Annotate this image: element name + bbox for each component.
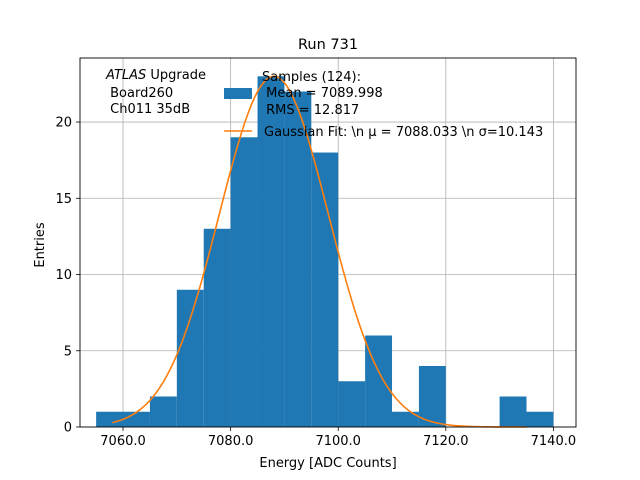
- y-axis-ticks: 0 5 10 15 20: [55, 116, 80, 436]
- y-tick-label: 20: [55, 116, 72, 131]
- x-tick-label: 7120.0: [423, 434, 469, 449]
- histogram-bar: [149, 396, 177, 427]
- x-tick-label: 7140.0: [531, 434, 577, 449]
- annotation-line-2: Board260: [106, 86, 173, 101]
- legend: Samples (124): Mean = 7089.998 RMS = 12.…: [224, 70, 543, 140]
- annotation-upgrade: Upgrade: [146, 68, 206, 83]
- histogram-bar: [526, 411, 554, 427]
- histogram-bar: [203, 228, 231, 427]
- legend-mean-label: Mean = 7089.998: [262, 86, 383, 101]
- histogram-bar: [499, 396, 527, 427]
- histogram-bar: [418, 366, 446, 427]
- histogram-bar: [284, 91, 312, 427]
- y-tick-label: 5: [64, 344, 72, 359]
- histogram-bar: [338, 381, 366, 427]
- histogram-bars: [96, 76, 554, 428]
- plot-frame: [79, 57, 577, 428]
- histogram-bar: [96, 411, 124, 427]
- y-tick-label: 15: [55, 192, 72, 207]
- y-tick-label: 0: [64, 421, 72, 436]
- histogram-bar: [176, 289, 204, 427]
- annotation-line-1: ATLAS Upgrade: [105, 68, 206, 83]
- x-axis-label: Energy [ADC Counts]: [259, 456, 396, 471]
- legend-fit-label: Gaussian Fit: \n μ = 7088.033 \n σ=10.14…: [264, 125, 543, 140]
- atlas-annotation: ATLAS Upgrade Board260 Ch011 35dB: [105, 68, 206, 117]
- histogram-bar: [392, 411, 419, 427]
- x-tick-label: 7100.0: [315, 434, 361, 449]
- x-tick-label: 7060.0: [100, 434, 146, 449]
- gaussian-fit-curve: [112, 75, 527, 428]
- histogram-bar: [123, 411, 150, 427]
- histogram-bar: [230, 137, 258, 428]
- chart-title: Run 731: [298, 37, 358, 53]
- legend-samples-label: Samples (124):: [262, 70, 361, 85]
- annotation-atlas: ATLAS: [105, 68, 146, 83]
- annotation-line-3: Ch011 35dB: [106, 102, 190, 117]
- x-tick-label: 7080.0: [208, 434, 254, 449]
- legend-rms-label: RMS = 12.817: [262, 103, 359, 118]
- histogram-bar: [257, 76, 285, 428]
- y-axis-label: Entries: [33, 222, 48, 268]
- y-tick-label: 10: [55, 268, 72, 283]
- x-axis-ticks: 7060.0 7080.0 7100.0 7120.0 7140.0: [100, 427, 576, 449]
- histogram-bar: [311, 152, 339, 428]
- legend-histogram-swatch: [224, 88, 252, 99]
